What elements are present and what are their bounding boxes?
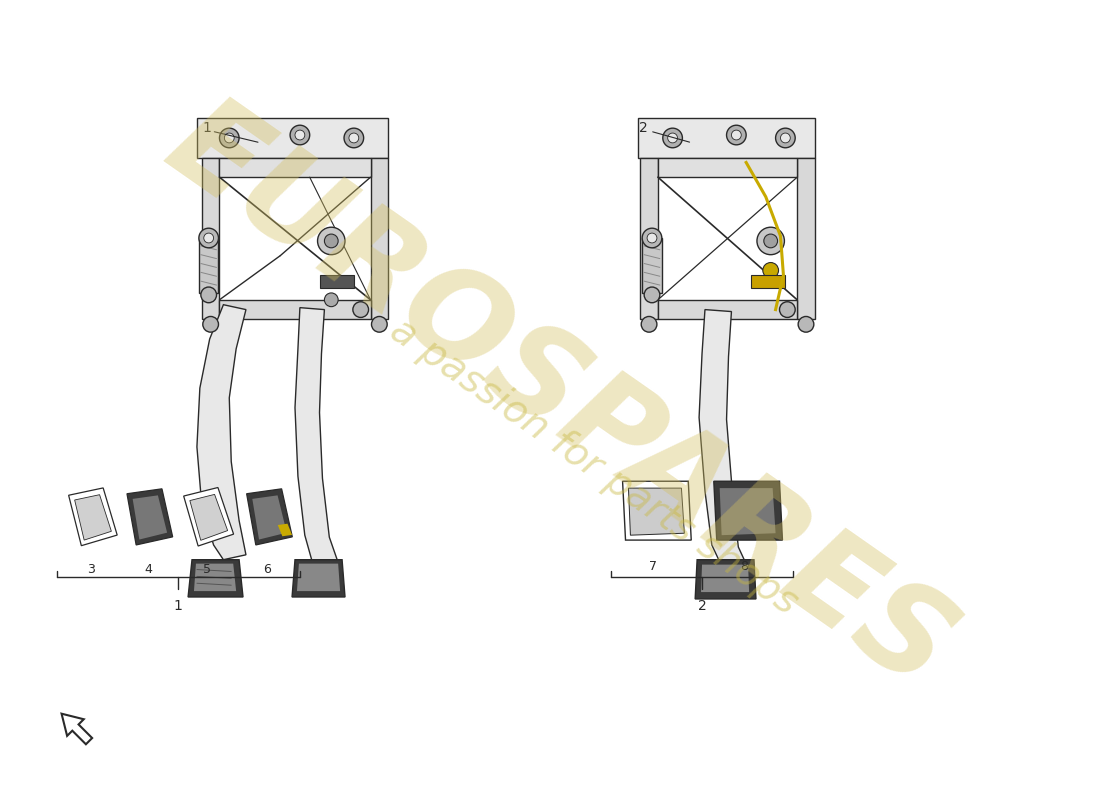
Circle shape [799, 317, 814, 332]
Polygon shape [197, 118, 388, 158]
Polygon shape [751, 275, 785, 288]
Circle shape [645, 287, 660, 302]
Polygon shape [295, 308, 338, 560]
Text: 2: 2 [697, 599, 706, 613]
Polygon shape [319, 275, 354, 288]
Polygon shape [68, 488, 118, 546]
Polygon shape [701, 565, 749, 592]
Polygon shape [201, 158, 220, 319]
Polygon shape [628, 488, 684, 535]
Circle shape [295, 130, 305, 140]
Polygon shape [220, 158, 371, 177]
Polygon shape [371, 158, 388, 319]
Polygon shape [658, 158, 798, 177]
Polygon shape [798, 158, 815, 319]
Circle shape [349, 133, 359, 143]
Text: 6: 6 [264, 562, 272, 576]
Circle shape [372, 317, 387, 332]
Text: EUROSPARES: EUROSPARES [145, 82, 975, 714]
Circle shape [763, 234, 778, 248]
Circle shape [202, 317, 219, 332]
Circle shape [290, 126, 310, 145]
Polygon shape [188, 560, 243, 597]
Circle shape [668, 133, 678, 143]
Circle shape [663, 128, 682, 148]
Text: 1: 1 [174, 599, 183, 613]
Circle shape [726, 126, 746, 145]
Polygon shape [190, 494, 228, 540]
Circle shape [220, 128, 239, 148]
Polygon shape [133, 495, 167, 539]
Circle shape [324, 234, 338, 248]
Circle shape [224, 133, 234, 143]
Circle shape [781, 133, 790, 143]
Polygon shape [126, 489, 173, 545]
Polygon shape [75, 494, 111, 540]
Polygon shape [246, 489, 293, 545]
Polygon shape [695, 560, 756, 599]
Circle shape [762, 262, 779, 278]
Circle shape [757, 227, 784, 254]
Polygon shape [719, 488, 775, 535]
Circle shape [344, 128, 364, 148]
Polygon shape [184, 487, 233, 546]
Circle shape [642, 228, 662, 248]
Polygon shape [278, 524, 292, 536]
Polygon shape [623, 482, 691, 540]
Text: 7: 7 [649, 560, 657, 573]
Polygon shape [642, 238, 662, 293]
Text: 1: 1 [202, 121, 211, 135]
Polygon shape [220, 300, 371, 319]
Circle shape [204, 233, 213, 243]
Circle shape [776, 128, 795, 148]
Text: 5: 5 [202, 562, 211, 576]
Circle shape [199, 228, 219, 248]
Circle shape [318, 227, 345, 254]
Text: 3: 3 [87, 562, 95, 576]
Circle shape [647, 233, 657, 243]
Polygon shape [297, 564, 340, 591]
Polygon shape [194, 564, 236, 591]
Circle shape [641, 317, 657, 332]
Text: a passion for parts shops: a passion for parts shops [383, 311, 805, 622]
Polygon shape [700, 310, 745, 560]
FancyArrow shape [62, 714, 92, 744]
Circle shape [324, 293, 338, 306]
Polygon shape [293, 560, 345, 597]
Text: 8: 8 [740, 560, 748, 573]
Circle shape [780, 302, 795, 318]
Circle shape [353, 302, 369, 318]
Polygon shape [638, 118, 815, 158]
Polygon shape [714, 482, 782, 540]
Polygon shape [252, 495, 287, 539]
Text: 2: 2 [639, 121, 648, 135]
Circle shape [201, 287, 217, 302]
Polygon shape [197, 305, 246, 560]
Polygon shape [640, 158, 658, 319]
Polygon shape [199, 238, 219, 293]
Text: 4: 4 [144, 562, 152, 576]
Polygon shape [658, 300, 798, 319]
Circle shape [732, 130, 741, 140]
